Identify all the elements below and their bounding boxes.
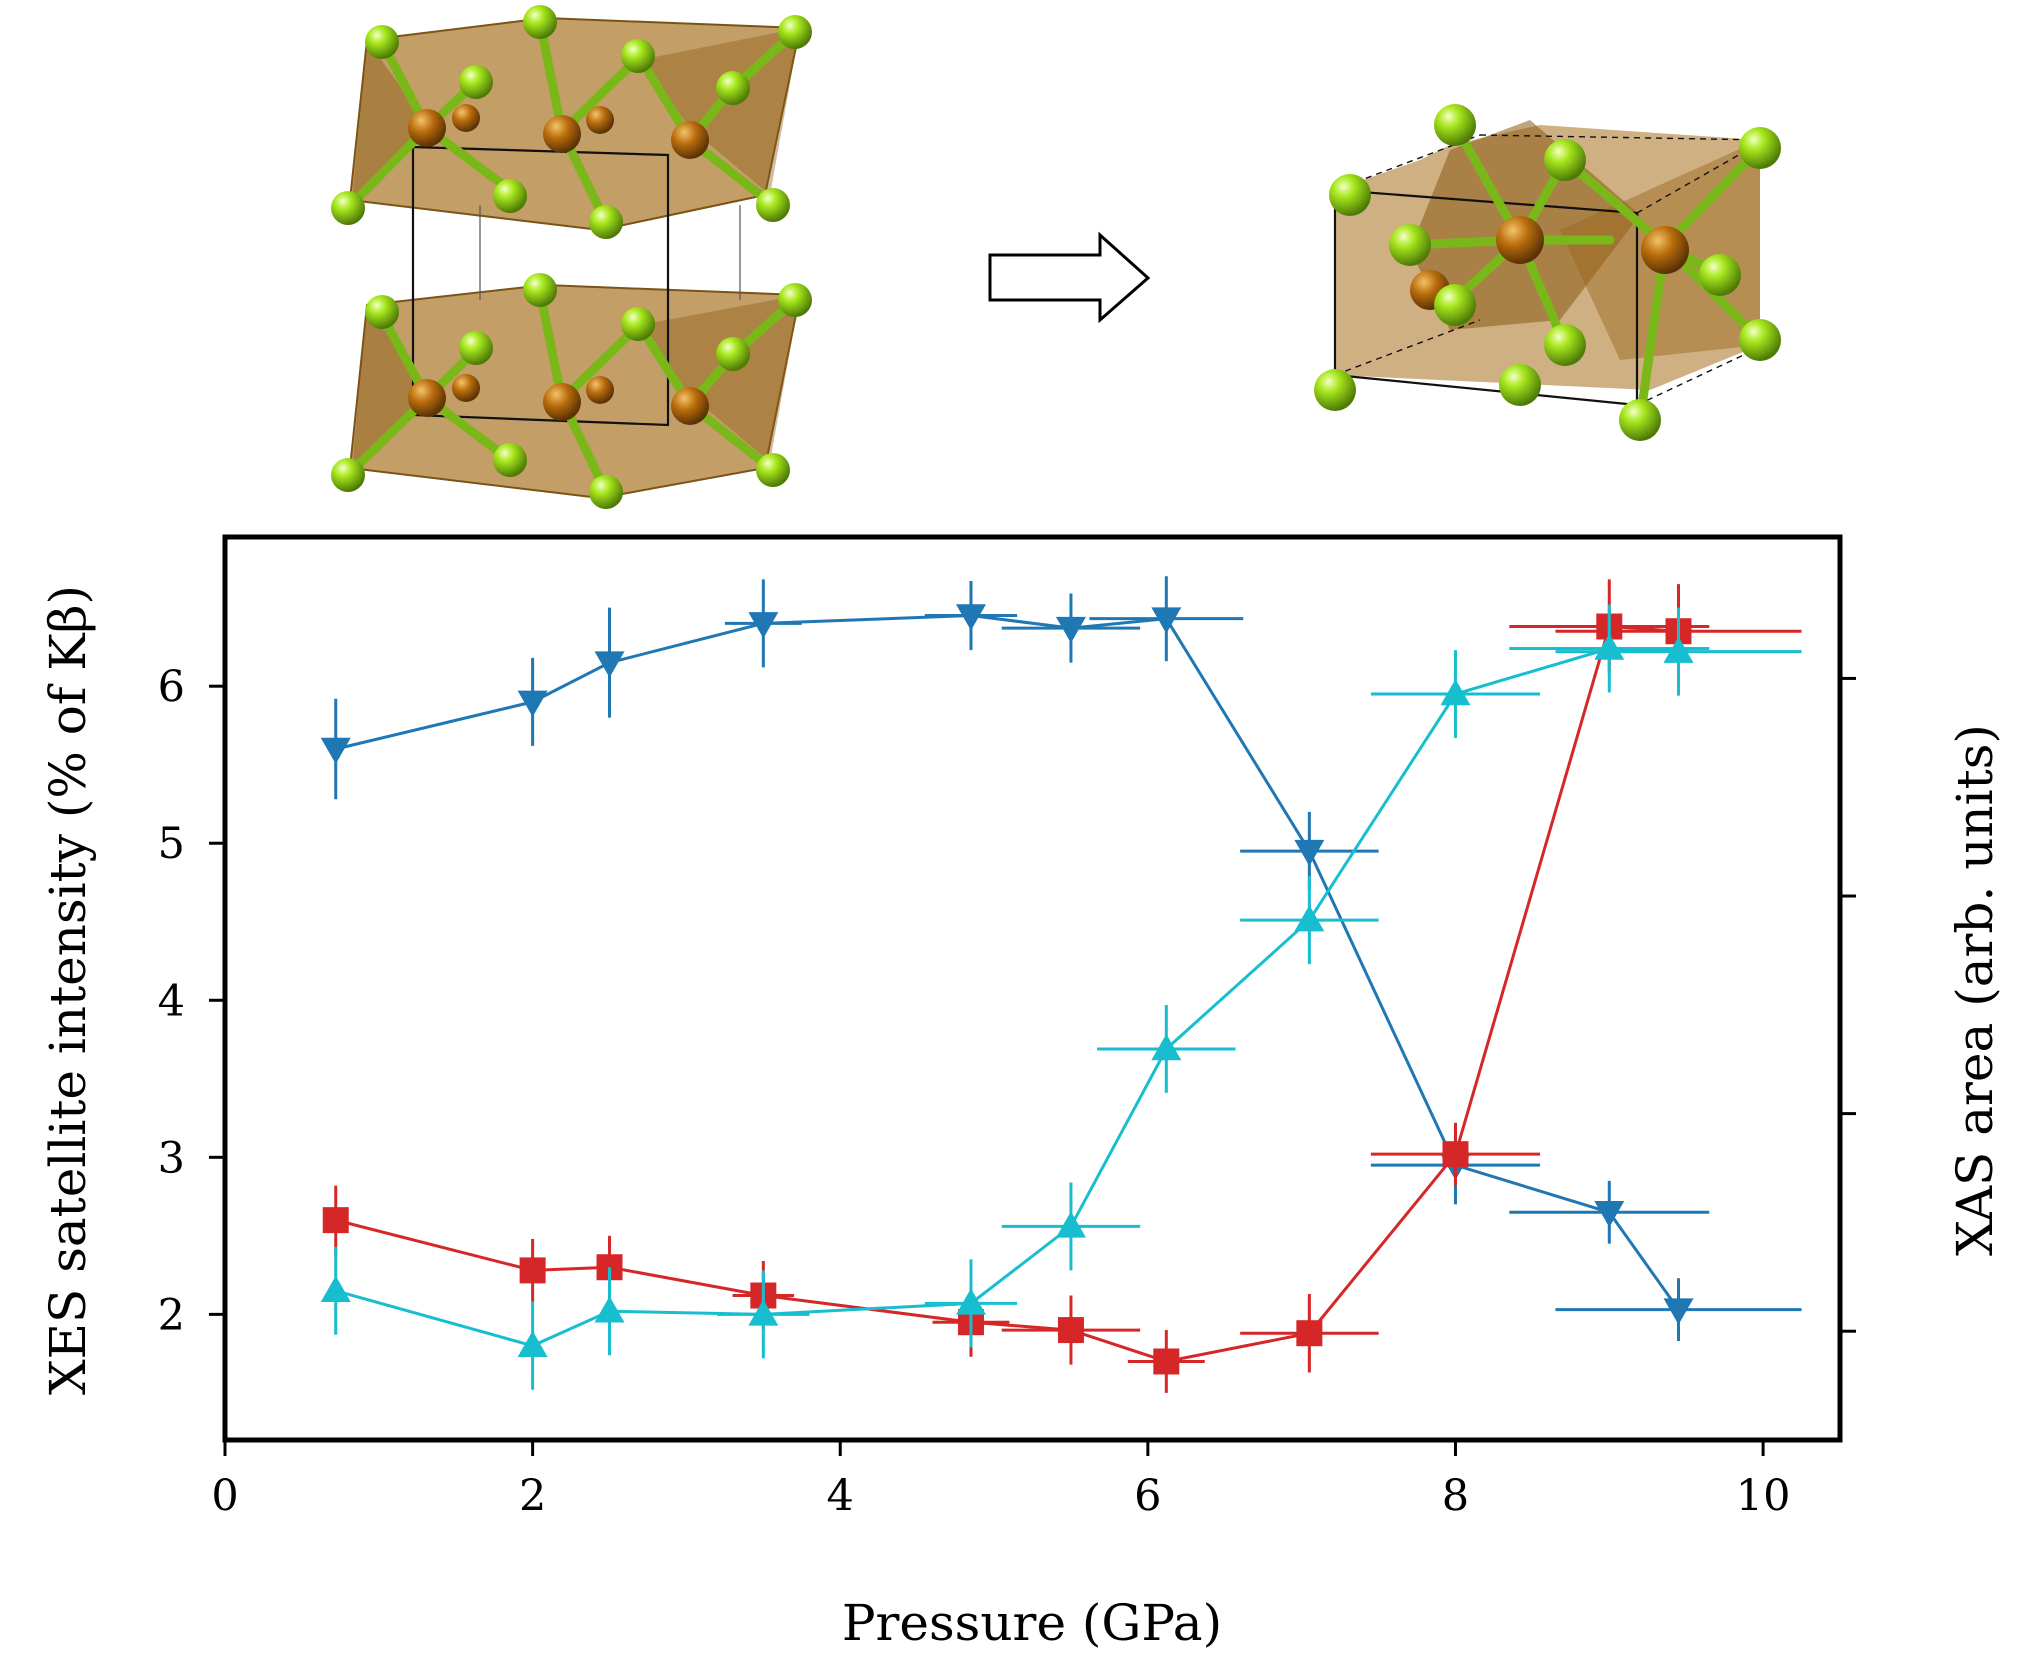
data-point (1663, 1298, 1694, 1325)
right-crystal-structure-illustration (1314, 104, 1781, 441)
data-point (955, 604, 986, 631)
data-point (1663, 636, 1694, 663)
series-3 (320, 604, 1802, 1390)
x-tick-label: 4 (827, 1471, 854, 1521)
series-1 (320, 576, 1802, 1342)
data-point (1594, 1201, 1625, 1228)
y-tick-label: 3 (158, 1133, 185, 1183)
transition-arrow-icon (988, 231, 1151, 324)
data-point (594, 651, 625, 678)
data-point (1055, 1211, 1086, 1238)
data-point (1153, 1348, 1180, 1375)
data-point (322, 1207, 349, 1234)
data-point (320, 1275, 351, 1303)
data-point (1151, 607, 1182, 634)
y-tick-label: 4 (158, 976, 185, 1026)
series-2 (322, 579, 1802, 1393)
data-point (519, 1257, 546, 1284)
data-point (1057, 1317, 1084, 1344)
y-tick-label: 6 (158, 662, 185, 712)
data-point (955, 1288, 986, 1315)
left-crystal-structure-illustration (331, 5, 812, 509)
data-point (1440, 679, 1471, 706)
y-axis-title: XES satellite intensity (% of Kβ) (39, 585, 97, 1395)
x-tick-label: 6 (1134, 1471, 1161, 1521)
data-point (1296, 1320, 1323, 1347)
x-tick-label: 10 (1736, 1471, 1791, 1521)
data-point (1294, 839, 1325, 867)
data-point (517, 1330, 548, 1358)
series-line (335, 624, 1679, 1364)
data-point (320, 737, 351, 765)
data-point (1594, 633, 1625, 660)
x-tick-label: 0 (211, 1471, 238, 1521)
right-axis-title: XAS area (arb. units) (1946, 724, 2004, 1256)
right-axis-ticks (1840, 676, 1856, 1333)
y-axis-ticks: 2 3 4 5 6 (158, 662, 225, 1340)
plot-frame (222, 534, 1843, 1443)
data-point (594, 1296, 625, 1323)
data-point (1055, 616, 1086, 644)
data-point (517, 690, 548, 717)
y-tick-label: 2 (158, 1290, 185, 1340)
x-axis-ticks: 0 2 4 6 8 10 (211, 1440, 1790, 1521)
data-point (1294, 905, 1325, 932)
series-line (335, 614, 1680, 1311)
data-point (1442, 1141, 1469, 1168)
data-layer (320, 576, 1802, 1393)
series-line (335, 646, 1679, 1348)
data-point (748, 1299, 779, 1326)
x-tick-label: 8 (1442, 1471, 1469, 1521)
data-point (1151, 1033, 1182, 1061)
data-point (748, 612, 779, 639)
x-axis-title: Pressure (GPa) (842, 1594, 1222, 1652)
x-tick-label: 2 (519, 1471, 546, 1521)
plot-area: 0 2 4 6 8 10 2 3 4 5 6 (158, 534, 1856, 1521)
y-tick-label: 5 (158, 819, 185, 869)
